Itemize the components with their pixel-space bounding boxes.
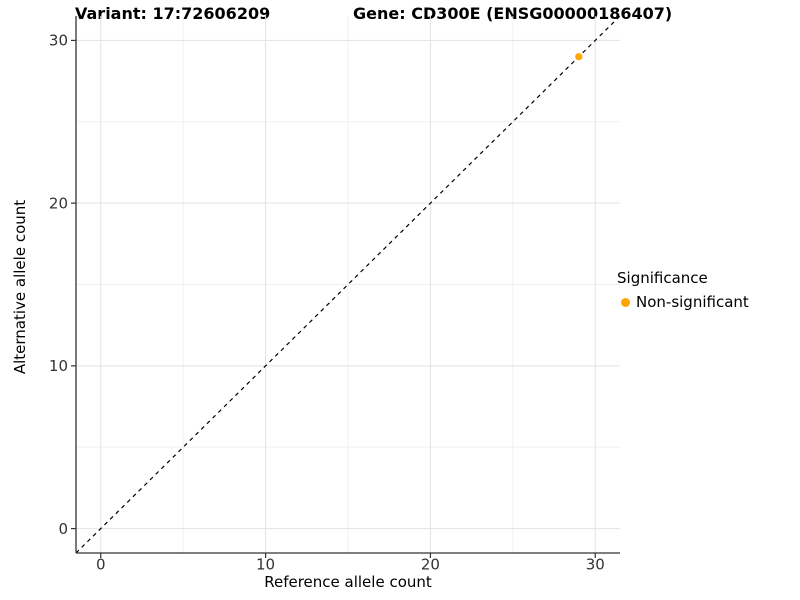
legend-item-label: Non-significant xyxy=(636,293,749,311)
plot-title-gene: Gene: CD300E (ENSG00000186407) xyxy=(353,4,673,23)
y-tick-label: 10 xyxy=(49,357,68,375)
x-tick-label: 10 xyxy=(256,556,275,574)
y-tick-label: 20 xyxy=(49,194,68,212)
legend-title: Significance xyxy=(617,269,708,287)
x-axis-title: Reference allele count xyxy=(264,573,432,591)
x-tick-label: 20 xyxy=(421,556,440,574)
y-tick-label: 30 xyxy=(49,32,68,50)
legend: Significance Non-significant xyxy=(617,269,749,311)
circle-marker-icon xyxy=(621,297,630,307)
legend-key xyxy=(617,294,634,311)
legend-item-non-significant: Non-significant xyxy=(617,293,749,311)
plot-title-variant: Variant: 17:72606209 xyxy=(75,4,271,23)
data-point xyxy=(575,53,583,61)
x-tick-label: 30 xyxy=(586,556,605,574)
y-axis-title: Alternative allele count xyxy=(11,199,29,375)
y-tick-label: 0 xyxy=(58,520,68,538)
x-tick-label: 0 xyxy=(96,556,106,574)
